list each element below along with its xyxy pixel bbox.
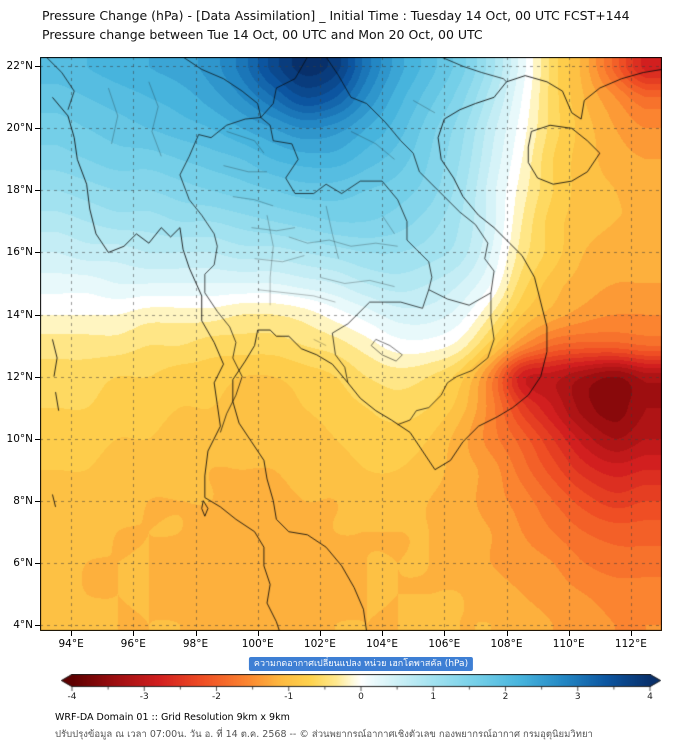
x-tick-label: 112°E — [614, 638, 647, 650]
y-tick-label: 16°N — [6, 246, 33, 259]
y-tick-mark — [35, 190, 40, 192]
colorbar-tick-label: 3 — [574, 692, 581, 702]
y-tick-mark — [35, 314, 40, 316]
x-tick-mark — [257, 631, 259, 636]
x-tick-label: 108°E — [490, 638, 523, 650]
x-tick-mark — [382, 631, 384, 636]
x-tick-mark — [319, 631, 321, 636]
x-tick-label: 110°E — [552, 638, 585, 650]
colorbar-tick-label: -1 — [284, 692, 294, 702]
y-tick-label: 20°N — [6, 122, 33, 135]
colorbar-tick-label: -4 — [67, 692, 77, 702]
y-tick-mark — [35, 252, 40, 254]
colorbar-title: ความกดอากาศเปลี่ยนแปลง หน่วย เฮกโตพาสคัล… — [248, 657, 474, 671]
colorbar-tick-label: -2 — [212, 692, 221, 702]
y-tick-mark — [35, 562, 40, 564]
colorbar-tick-label: 2 — [502, 692, 509, 702]
x-tick-mark — [195, 631, 197, 636]
footer-domain-info: WRF-DA Domain 01 :: Grid Resolution 9km … — [55, 712, 290, 723]
x-tick-label: 98°E — [182, 638, 209, 650]
y-tick-label: 22°N — [6, 60, 33, 73]
colorbar-tick-label: -3 — [139, 692, 149, 702]
x-tick-mark — [71, 631, 73, 636]
y-tick-label: 14°N — [6, 308, 33, 321]
colorbar-tick-label: 0 — [358, 692, 364, 702]
colorbar-tick-label: 4 — [647, 692, 653, 702]
x-tick-mark — [133, 631, 135, 636]
chart-title-line1: Pressure Change (hPa) - [Data Assimilati… — [42, 8, 630, 23]
y-tick-label: 12°N — [6, 370, 33, 383]
x-tick-mark — [444, 631, 446, 636]
y-tick-mark — [35, 376, 40, 378]
colorbar: -4 -3 -2 -1 0 1 2 3 4 — [61, 674, 661, 704]
y-tick-label: 4°N — [13, 618, 33, 631]
y-tick-mark — [35, 438, 40, 440]
y-tick-mark — [35, 624, 40, 626]
x-tick-mark — [630, 631, 632, 636]
y-tick-label: 10°N — [6, 432, 33, 445]
y-tick-mark — [35, 128, 40, 130]
colorbar-canvas — [61, 674, 661, 694]
chart-title-line2: Pressure change between Tue 14 Oct, 00 U… — [42, 27, 483, 42]
x-tick-label: 100°E — [241, 638, 274, 650]
pressure-change-field-canvas — [40, 57, 662, 631]
y-tick-label: 6°N — [13, 556, 33, 569]
x-tick-label: 104°E — [366, 638, 399, 650]
map-plot-area: 94°E 96°E 98°E 100°E 102°E 104°E 106°E 108°E 110… — [7, 57, 662, 650]
footer-update-info: ปรับปรุงข้อมูล ณ เวลา 07:00น. วัน อ. ที่… — [55, 729, 593, 740]
y-tick-mark — [35, 500, 40, 502]
y-tick-label: 18°N — [6, 184, 33, 197]
y-tick-mark — [35, 66, 40, 68]
x-tick-label: 96°E — [120, 638, 146, 650]
x-tick-mark — [568, 631, 570, 636]
colorbar-tick-label: 1 — [430, 692, 437, 702]
x-tick-label: 106°E — [428, 638, 461, 650]
y-tick-label: 8°N — [13, 494, 33, 507]
x-tick-label: 94°E — [58, 638, 84, 650]
x-tick-mark — [506, 631, 508, 636]
x-tick-label: 102°E — [303, 638, 336, 650]
